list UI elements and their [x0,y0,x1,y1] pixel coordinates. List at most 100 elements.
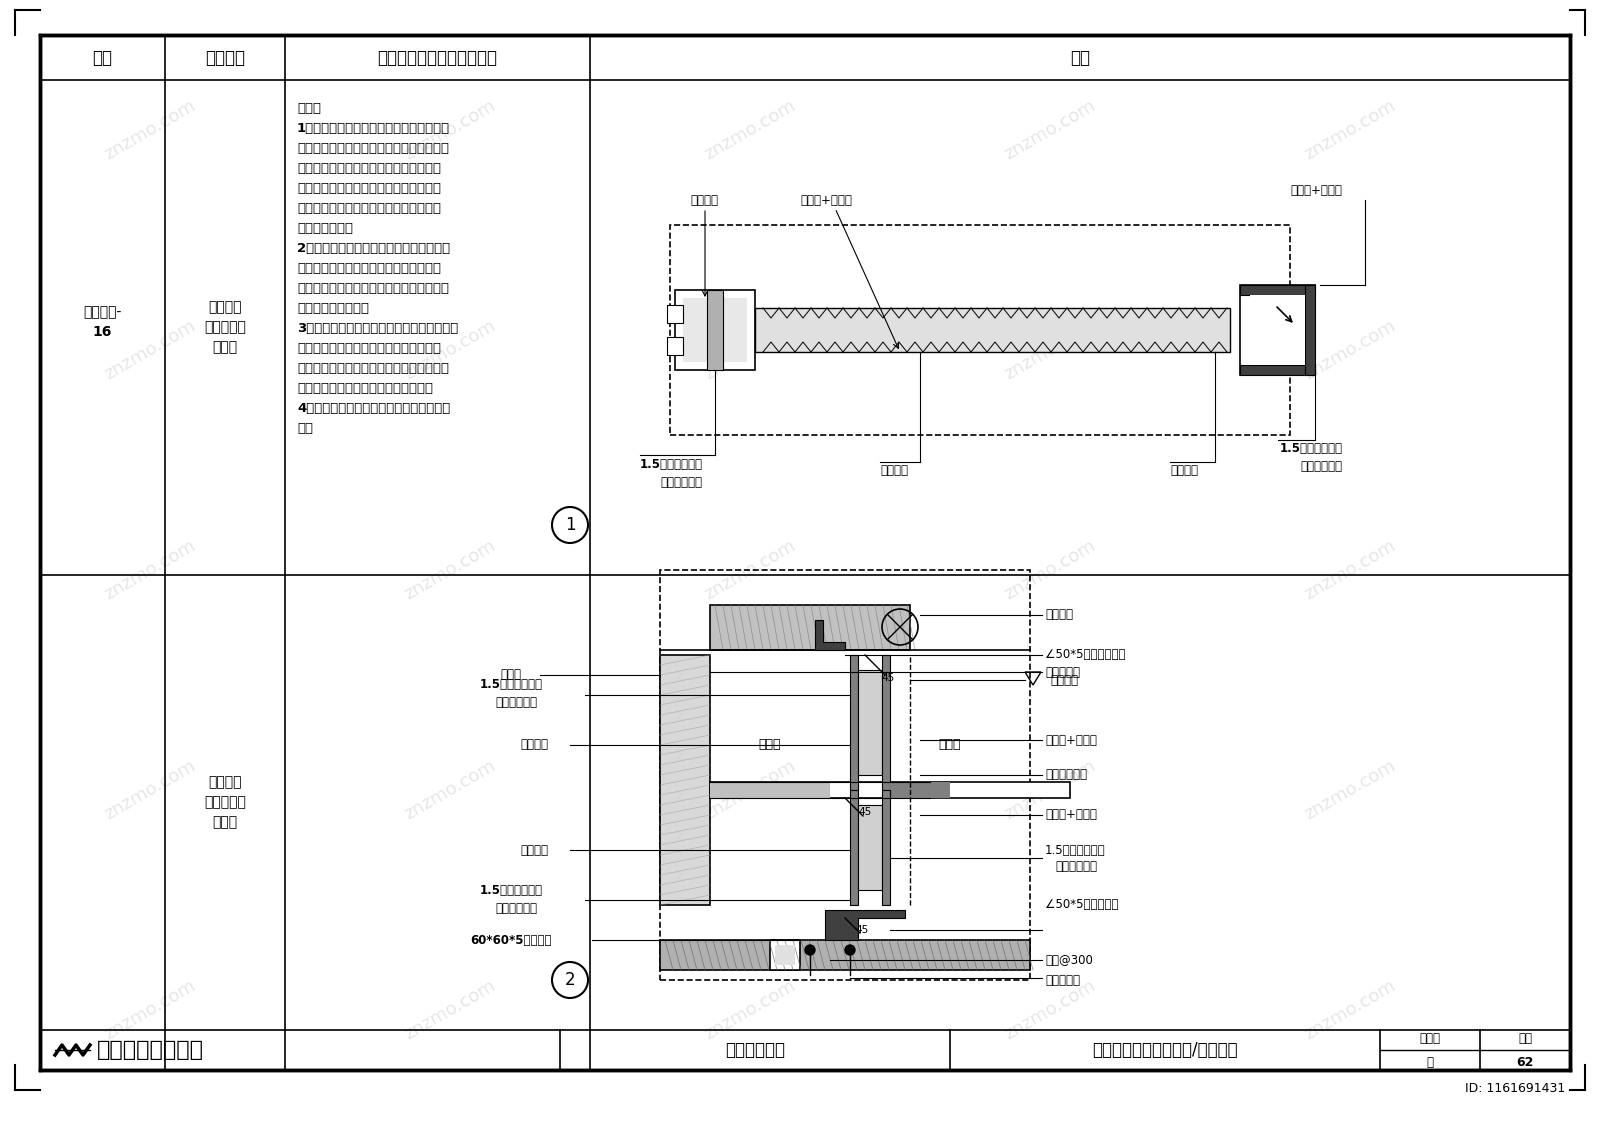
Text: 图号: 图号 [1518,1032,1533,1044]
Text: 玻璃隔墙: 玻璃隔墙 [208,775,242,790]
Text: 剖节点: 剖节点 [213,816,237,829]
Text: 玻璃隔墙: 玻璃隔墙 [208,301,242,314]
Text: znzmo.com: znzmo.com [101,757,198,824]
Text: 防火岩棉: 防火岩棉 [1045,608,1074,622]
Bar [661,655,710,905]
Bar [670,225,1290,435]
Text: 45: 45 [882,673,894,683]
Text: 图集号: 图集号 [1419,1032,1440,1044]
Text: 详图: 详图 [1070,49,1090,67]
Text: 租户区: 租户区 [939,739,962,751]
Text: 用棉纱和清洁剂清洁玻璃表面的胶迹和污: 用棉纱和清洁剂清洁玻璃表面的胶迹和污 [298,342,442,355]
Circle shape [845,945,854,955]
Bar [667,305,683,323]
Text: 效果设计为准: 效果设计为准 [1299,460,1342,472]
Text: 防水密封胶: 防水密封胶 [1045,974,1080,986]
Text: 45: 45 [856,925,869,935]
Text: 防火玻璃: 防火玻璃 [520,739,547,751]
Text: 62: 62 [1517,1055,1534,1069]
Circle shape [805,945,814,955]
Text: znzmo.com: znzmo.com [402,96,499,164]
Text: 1.5厚不锈钢饰面: 1.5厚不锈钢饰面 [1045,843,1106,857]
Text: 密封胶+双面胶: 密封胶+双面胶 [1045,733,1098,747]
Text: znzmo.com: znzmo.com [101,976,198,1043]
Text: 定做，运至工地，首先将玻璃槽及玻璃块清: 定做，运至工地，首先将玻璃槽及玻璃块清 [298,142,450,155]
Text: znzmo.com: znzmo.com [1301,316,1398,383]
Bar [710,605,910,650]
Text: 垢，然后用粘贴不干胶纸条等办法做出醒目: 垢，然后用粘贴不干胶纸条等办法做出醒目 [298,362,450,375]
Text: 洁干净，用玻璃安装机或托运吸盘将玻璃: 洁干净，用玻璃安装机或托运吸盘将玻璃 [298,162,442,175]
Text: 效果设计为准: 效果设计为准 [494,696,538,710]
Text: （有框）竖: （有框）竖 [205,796,246,809]
Text: 墙面标准节点: 墙面标准节点 [725,1041,786,1059]
Bar [858,805,882,890]
Text: 不锈钢框着线: 不锈钢框着线 [1045,768,1086,782]
Text: znzmo.com: znzmo.com [1002,537,1099,603]
Text: 华润置地华南大区: 华润置地华南大区 [96,1040,203,1060]
Text: 效果设计为准: 效果设计为准 [661,476,702,488]
Text: znzmo.com: znzmo.com [1301,537,1398,603]
Bar [1240,285,1315,375]
Bar [675,290,755,370]
Text: （有框）横: （有框）横 [205,321,246,334]
Bar [882,655,890,790]
Text: 度、垂直度，同时用聚苯乙烯泡沫塑条嵌: 度、垂直度，同时用聚苯乙烯泡沫塑条嵌 [298,262,442,275]
Text: znzmo.com: znzmo.com [1002,316,1099,383]
Text: 1.5厚不锈钢饰面: 1.5厚不锈钢饰面 [1280,442,1342,454]
Text: 密封胶+双面胶: 密封胶+双面胶 [1290,183,1342,197]
Text: znzmo.com: znzmo.com [701,316,798,383]
Text: znzmo.com: znzmo.com [101,537,198,603]
Text: 剖节点: 剖节点 [213,340,237,355]
Bar [774,945,795,965]
Bar [1250,295,1306,365]
Text: 效果设计为准: 效果设计为准 [1054,861,1098,873]
Text: 页: 页 [1427,1055,1434,1069]
Text: 玻璃隔墙（有框）横剖/竖剖节点: 玻璃隔墙（有框）横剖/竖剖节点 [1093,1041,1238,1059]
Text: 1、玻璃块安装定位：玻璃全部在专业厂家: 1、玻璃块安装定位：玻璃全部在专业厂家 [298,122,450,134]
Bar [710,782,1070,798]
Text: znzmo.com: znzmo.com [402,757,499,824]
Bar [710,782,830,798]
Text: 公区墙面-: 公区墙面- [83,305,122,320]
Bar [667,337,683,355]
Text: znzmo.com: znzmo.com [1301,976,1398,1043]
Bar [858,670,882,775]
Text: 防火玻璃: 防火玻璃 [520,843,547,857]
Text: 的标志，以防止碰撞玻璃的意外发生；: 的标志，以防止碰撞玻璃的意外发生； [298,382,434,395]
Polygon shape [826,910,906,940]
Text: 2: 2 [565,971,576,989]
Text: znzmo.com: znzmo.com [1301,757,1398,824]
Text: 4、防火岩棉等级需和建筑防火等级要求一: 4、防火岩棉等级需和建筑防火等级要求一 [298,402,450,415]
Text: znzmo.com: znzmo.com [1301,96,1398,164]
Bar [1240,365,1315,375]
Text: 45: 45 [858,807,872,817]
Bar [683,298,747,362]
Bar [661,570,1030,980]
Text: 编号: 编号 [93,49,112,67]
Text: ID: 1161691431: ID: 1161691431 [1464,1081,1565,1095]
Text: znzmo.com: znzmo.com [701,96,798,164]
Text: 防火玻璃: 防火玻璃 [880,463,909,477]
Text: 3、清洁及成品保护：玻璃隔断墙安装好后，: 3、清洁及成品保护：玻璃隔断墙安装好后， [298,322,458,334]
Text: 防火玻璃: 防火玻璃 [1170,463,1198,477]
Text: ∠50*5厚热镀锌角钢: ∠50*5厚热镀锌角钢 [1045,649,1125,661]
Text: 说明：: 说明： [298,102,322,115]
Bar [850,655,858,790]
Text: 密封胶+双面胶: 密封胶+双面胶 [1045,808,1098,822]
Text: 乳胶漆: 乳胶漆 [499,669,522,681]
Text: 1.5厚不锈钢饰面: 1.5厚不锈钢饰面 [640,459,702,471]
Text: znzmo.com: znzmo.com [402,316,499,383]
Text: znzmo.com: znzmo.com [402,537,499,603]
Text: 入槽口内使玻璃与金属槽接合平伏、紧密，: 入槽口内使玻璃与金属槽接合平伏、紧密， [298,282,450,295]
Text: 块安放在安装槽内，调平、竖直后用塑料: 块安放在安装槽内，调平、竖直后用塑料 [298,182,442,195]
Text: 致。: 致。 [298,421,314,435]
Bar [850,790,858,905]
Bar [661,940,1030,970]
Text: znzmo.com: znzmo.com [701,976,798,1043]
Text: 1.5厚不锈钢饰面: 1.5厚不锈钢饰面 [480,678,542,692]
Bar [770,940,800,970]
Text: 用料、分层做法及注意事项: 用料、分层做法及注意事项 [378,49,498,67]
Text: znzmo.com: znzmo.com [402,976,499,1043]
Bar [1306,285,1315,375]
Text: 公共区: 公共区 [758,739,781,751]
